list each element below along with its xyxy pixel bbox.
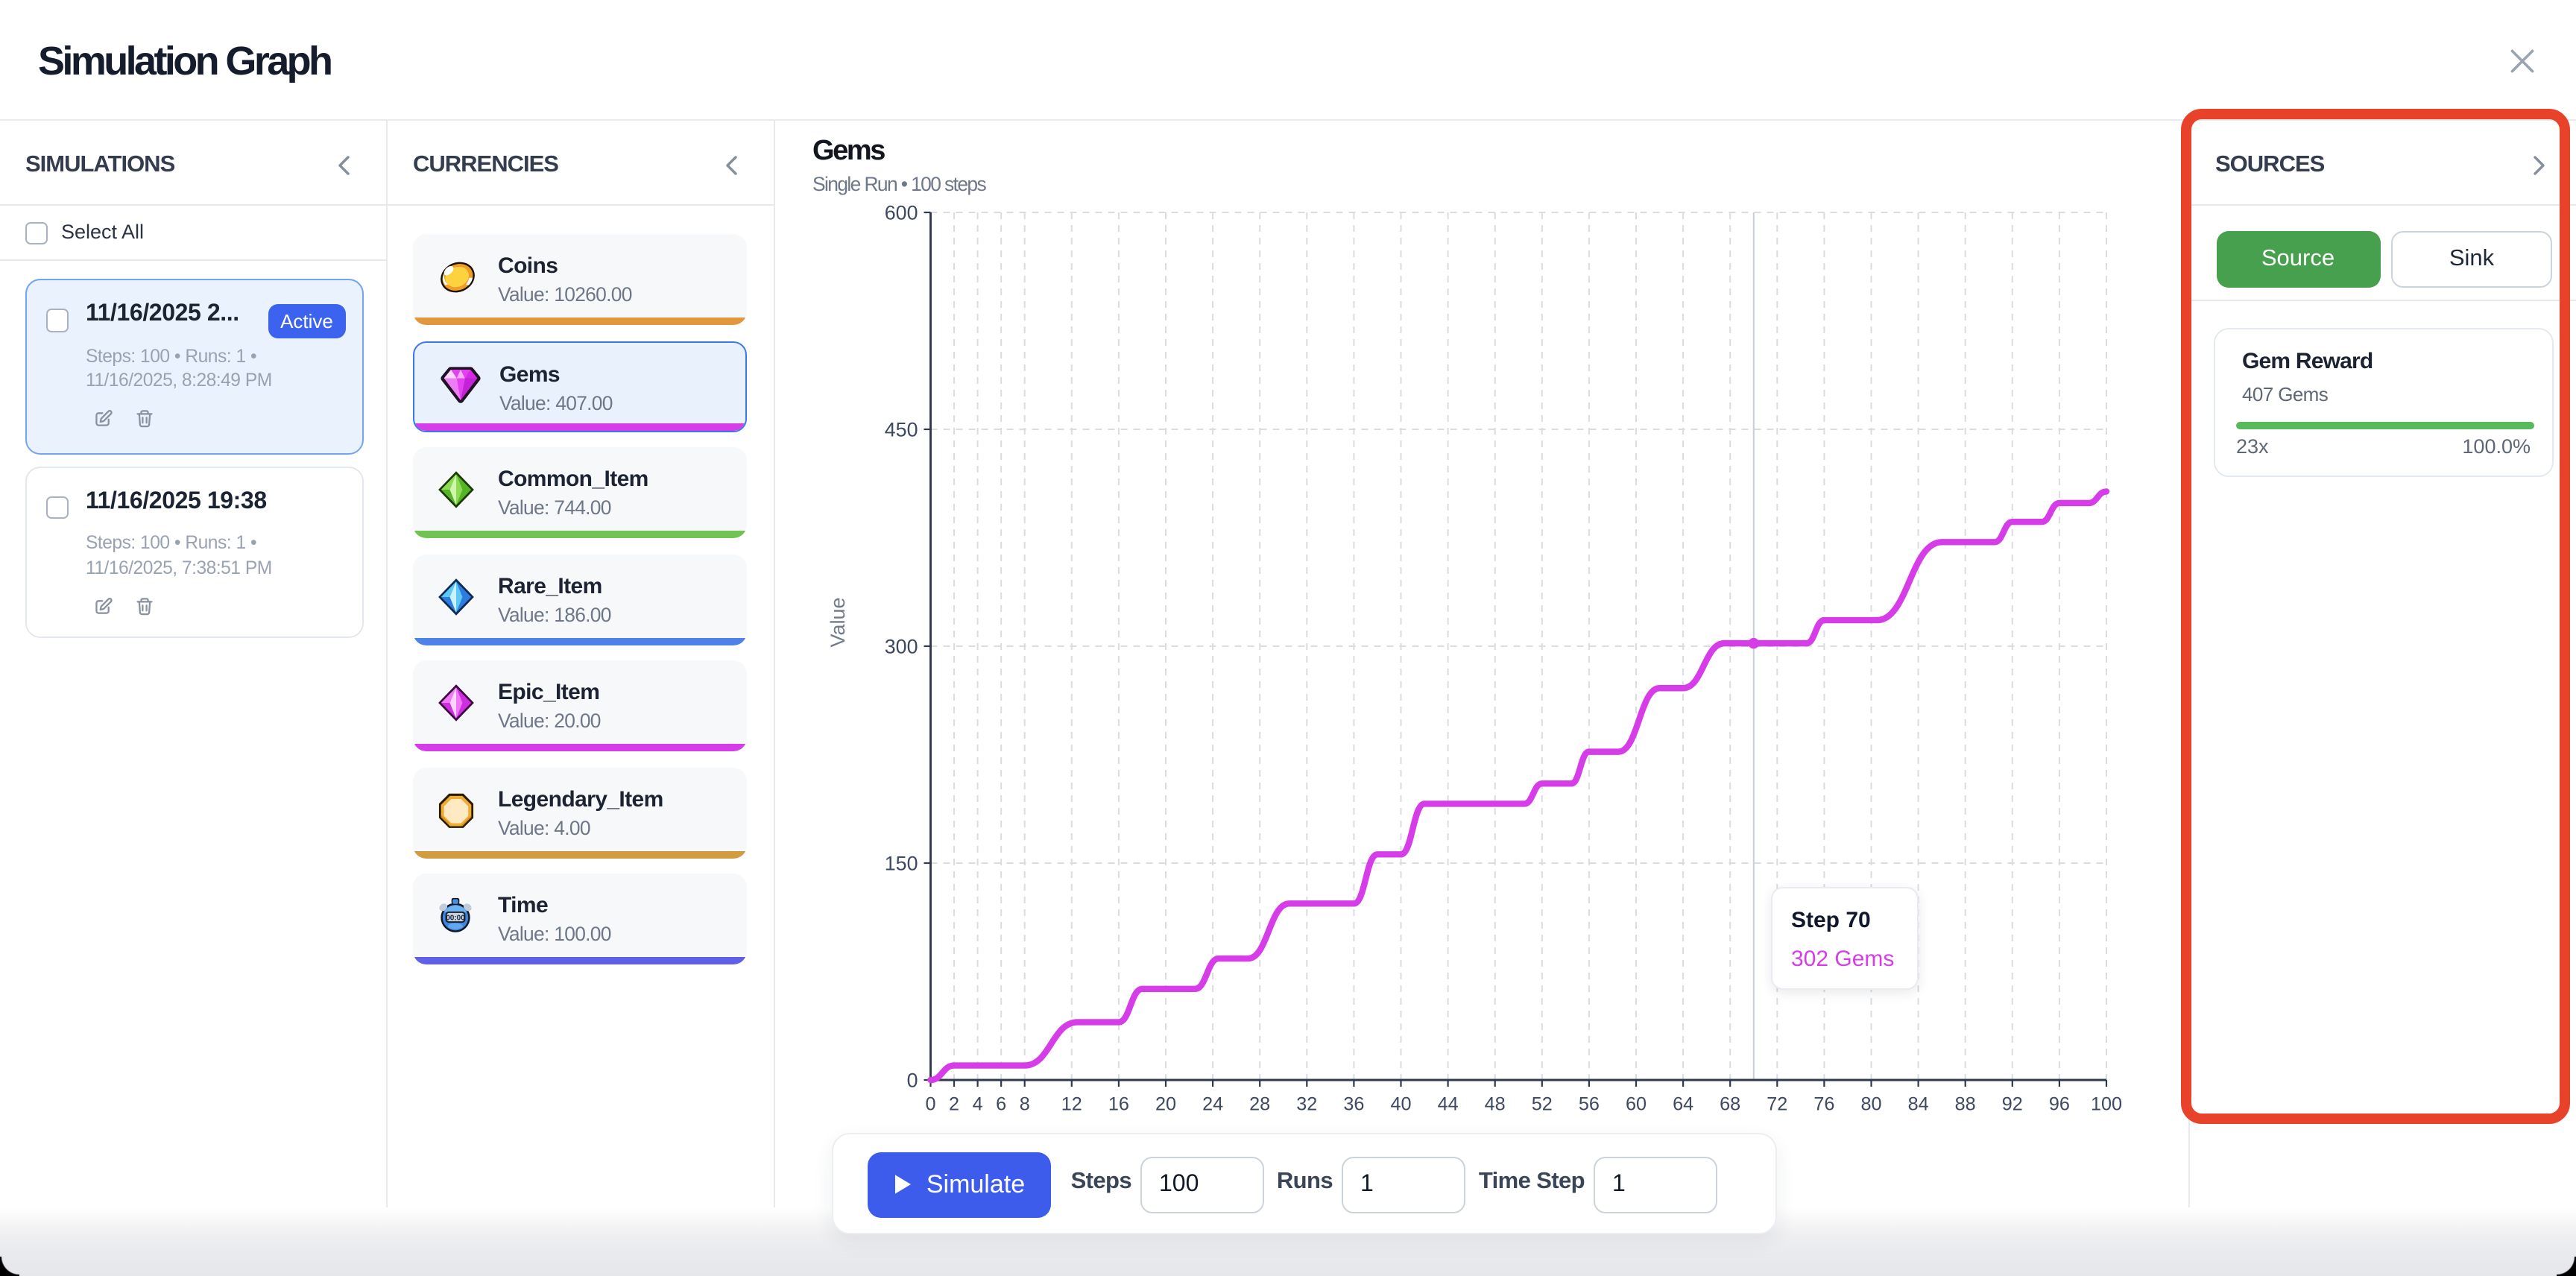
svg-text:Value: Value — [826, 596, 848, 646]
svg-text:36: 36 — [1342, 1093, 1363, 1114]
svg-text:64: 64 — [1672, 1093, 1693, 1114]
svg-text:52: 52 — [1531, 1093, 1552, 1114]
svg-text:00:00: 00:00 — [446, 914, 465, 922]
svg-text:150: 150 — [884, 851, 918, 874]
svg-text:0: 0 — [924, 1093, 935, 1114]
svg-text:40: 40 — [1389, 1093, 1410, 1114]
svg-text:100: 100 — [2090, 1093, 2121, 1114]
svg-text:20: 20 — [1155, 1093, 1175, 1114]
svg-text:2: 2 — [948, 1093, 959, 1114]
svg-text:0: 0 — [906, 1068, 918, 1090]
svg-text:600: 600 — [884, 200, 918, 223]
svg-text:96: 96 — [2048, 1093, 2069, 1114]
svg-text:32: 32 — [1295, 1093, 1316, 1114]
svg-text:12: 12 — [1061, 1093, 1082, 1114]
svg-text:48: 48 — [1484, 1093, 1505, 1114]
svg-text:16: 16 — [1108, 1093, 1128, 1114]
svg-text:8: 8 — [1019, 1093, 1029, 1114]
svg-text:80: 80 — [1860, 1093, 1881, 1114]
svg-text:88: 88 — [1954, 1093, 1975, 1114]
svg-text:300: 300 — [884, 634, 918, 657]
svg-text:4: 4 — [972, 1093, 982, 1114]
svg-text:6: 6 — [995, 1093, 1006, 1114]
svg-text:450: 450 — [884, 417, 918, 440]
svg-text:60: 60 — [1625, 1093, 1646, 1114]
svg-text:24: 24 — [1202, 1093, 1222, 1114]
svg-text:92: 92 — [2001, 1093, 2022, 1114]
svg-text:44: 44 — [1437, 1093, 1458, 1114]
svg-text:84: 84 — [1907, 1093, 1928, 1114]
svg-text:68: 68 — [1719, 1093, 1740, 1114]
svg-text:72: 72 — [1766, 1093, 1787, 1114]
svg-text:28: 28 — [1248, 1093, 1269, 1114]
svg-text:76: 76 — [1813, 1093, 1834, 1114]
svg-text:56: 56 — [1578, 1093, 1599, 1114]
